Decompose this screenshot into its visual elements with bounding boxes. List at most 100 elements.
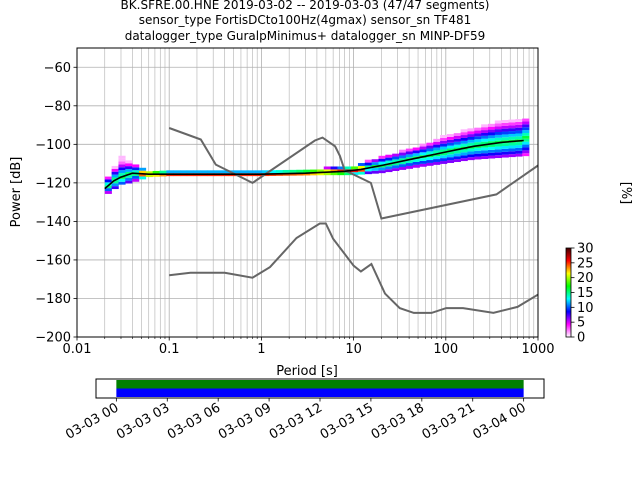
heatmap-cell: [515, 136, 523, 140]
heatmap-cell: [501, 151, 509, 155]
heatmap-cell: [508, 128, 516, 132]
heatmap-cell: [515, 127, 523, 131]
heatmap-cell: [446, 157, 455, 161]
x-tick-label: 10: [345, 342, 362, 357]
heatmap-cell: [488, 146, 496, 150]
heatmap-cell: [385, 163, 393, 167]
heatmap-cell: [481, 135, 489, 139]
heatmap-cell: [118, 158, 126, 162]
heatmap-cell: [494, 149, 502, 153]
heatmap-cell: [104, 188, 112, 192]
heatmap-cell: [481, 156, 489, 159]
heatmap-cell: [474, 130, 482, 134]
heatmap-cell: [446, 139, 455, 143]
heatmap-cell: [508, 125, 516, 129]
heatmap-cell: [399, 167, 407, 170]
heatmap-cell: [426, 145, 434, 149]
heatmap-cell: [474, 156, 482, 160]
heatmap-cell: [152, 173, 160, 177]
heatmap-cell: [132, 167, 140, 171]
heatmap-cell: [467, 157, 475, 161]
y-tick-label: −80: [44, 99, 71, 114]
heatmap-cell: [522, 124, 530, 128]
heatmap-cell: [494, 134, 502, 138]
timeline-tick-label: 03-03 12: [267, 400, 325, 442]
heatmap-cell: [378, 158, 386, 162]
heatmap-cell: [378, 170, 386, 174]
heatmap-cell: [104, 191, 112, 194]
heatmap-cell: [453, 159, 461, 163]
heatmap-cell: [399, 161, 407, 165]
heatmap-cell: [467, 134, 475, 137]
heatmap-cell: [488, 144, 496, 147]
heatmap-cell: [145, 171, 153, 175]
heatmap-cell: [316, 169, 325, 173]
heatmap-cell: [467, 131, 475, 135]
heatmap-cell: [453, 133, 461, 137]
heatmap-cell: [323, 166, 331, 170]
colorbar-tick-label: 10: [577, 301, 594, 316]
heatmap-cell: [241, 170, 249, 174]
heatmap-cell: [364, 171, 372, 175]
heatmap-cell: [515, 150, 523, 154]
heatmap-cell: [474, 136, 482, 140]
heatmap-cell: [357, 163, 366, 166]
heatmap-cell: [412, 147, 420, 151]
heatmap-cell: [330, 166, 338, 170]
heatmap-cell: [467, 136, 475, 140]
heatmap-cell: [426, 162, 434, 166]
timeline-segment: [116, 380, 524, 389]
heatmap-cell: [474, 142, 482, 146]
heatmap-cell: [467, 142, 475, 146]
colorbar-tick-label: 20: [577, 271, 594, 286]
heatmap-cell: [488, 155, 496, 159]
heatmap-cell: [419, 160, 427, 164]
heatmap-cell: [481, 130, 489, 133]
y-tick-label: −140: [35, 215, 71, 230]
heatmap-cell: [440, 135, 448, 138]
heatmap-cell: [337, 172, 345, 176]
timeline-segment: [116, 388, 524, 397]
heatmap-cell: [378, 155, 386, 159]
heatmap-cell: [453, 156, 461, 160]
x-tick-label: 0.1: [159, 342, 180, 357]
heatmap-cell: [446, 142, 455, 146]
heatmap-cell: [426, 142, 434, 146]
heatmap-cell: [125, 163, 133, 167]
heatmap-cell: [453, 138, 461, 142]
heatmap-cell: [515, 153, 523, 157]
heatmap-cell: [357, 165, 366, 169]
grid: [76, 48, 538, 338]
heatmap-cell: [508, 136, 516, 140]
heatmap-cell: [385, 160, 393, 164]
heatmap-cell: [385, 154, 393, 158]
heatmap-cell: [399, 152, 407, 156]
heatmap-cell: [412, 150, 420, 154]
heatmap-cell: [494, 143, 502, 147]
heatmap-cell: [426, 157, 434, 161]
heatmap-cell: [186, 170, 195, 174]
heatmap-cell: [508, 151, 516, 155]
heatmap-cell: [460, 137, 468, 141]
heatmap-cell: [501, 128, 509, 132]
noise-model-curve: [169, 222, 538, 314]
heatmap-cell: [433, 144, 441, 148]
colorbar-label: [%]: [618, 182, 633, 205]
heatmap-cell: [433, 138, 441, 142]
heatmap-cell: [501, 145, 509, 149]
heatmap-cell: [481, 144, 489, 148]
heatmap-cell: [159, 170, 167, 174]
heatmap-cell: [207, 170, 215, 174]
heatmap-cell: [501, 148, 509, 152]
heatmap-cell: [405, 163, 414, 166]
x-tick-label: 1: [257, 342, 265, 357]
heatmap-cell: [118, 170, 126, 174]
heatmap-cell: [515, 119, 523, 122]
mode-curve-group: [104, 139, 524, 190]
heatmap-cell: [426, 160, 434, 163]
heatmap-cell: [125, 171, 133, 175]
heatmap-cell: [494, 155, 502, 159]
heatmap-cell: [494, 152, 502, 156]
heatmap-cell: [125, 177, 133, 181]
